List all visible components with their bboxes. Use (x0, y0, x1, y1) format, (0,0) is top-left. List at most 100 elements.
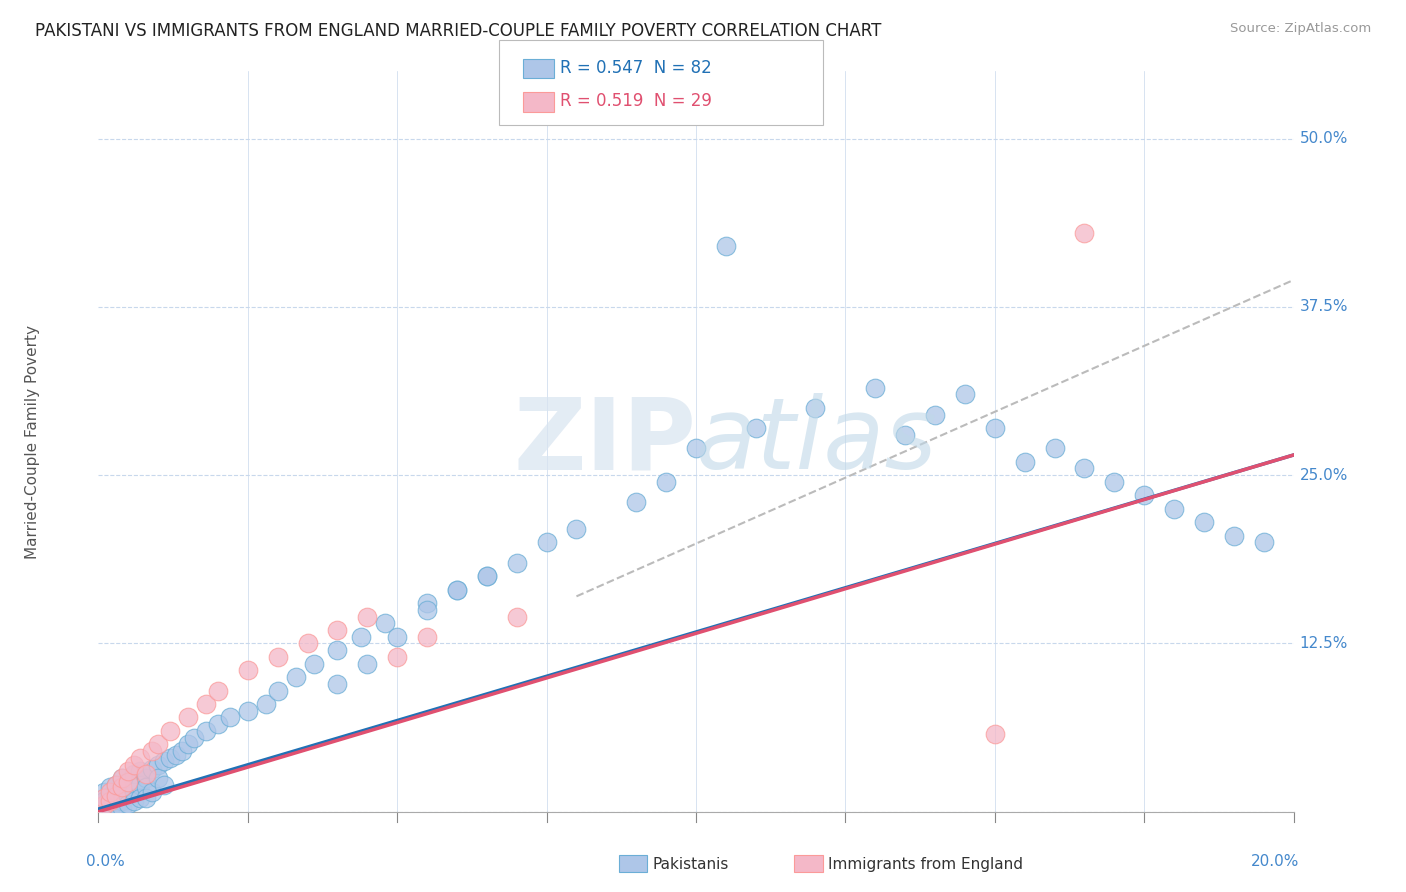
Point (124, 784, 146, 798)
Point (685, 442, 707, 456)
Point (207, 683, 229, 698)
Point (536, 535, 558, 549)
Point (124, 794, 146, 808)
Point (416, 596, 439, 610)
Point (111, 794, 134, 808)
Point (153, 778, 176, 792)
Point (236, 664, 259, 678)
Point (129, 751, 152, 765)
Point (1223, 529, 1246, 543)
Point (1073, 461, 1095, 475)
Text: PAKISTANI VS IMMIGRANTS FROM ENGLAND MARRIED-COUPLE FAMILY POVERTY CORRELATION C: PAKISTANI VS IMMIGRANTS FROM ENGLAND MAR… (35, 22, 882, 40)
Point (93, 797, 115, 812)
Point (135, 771, 157, 785)
Text: Married-Couple Family Poverty: Married-Couple Family Poverty (25, 325, 41, 558)
Point (326, 677, 349, 691)
Point (141, 744, 163, 758)
Point (984, 726, 1007, 740)
Point (236, 704, 259, 718)
Point (159, 751, 181, 765)
Point (183, 731, 205, 745)
Point (117, 797, 139, 811)
Point (984, 421, 1007, 435)
Point (284, 670, 307, 684)
Point (135, 780, 157, 795)
Point (1073, 226, 1095, 240)
Point (207, 717, 229, 731)
Text: 25.0%: 25.0% (1299, 467, 1348, 483)
Point (924, 408, 946, 422)
Point (111, 780, 134, 795)
Point (117, 789, 139, 803)
Point (1043, 442, 1066, 456)
Point (506, 609, 529, 624)
Point (1104, 475, 1126, 489)
Point (626, 495, 648, 509)
Point (98, 794, 122, 808)
Point (153, 754, 176, 768)
Point (148, 771, 170, 785)
Point (714, 239, 737, 253)
Point (1133, 488, 1156, 502)
Point (177, 710, 200, 724)
Point (446, 582, 468, 597)
Point (302, 657, 325, 671)
Point (416, 630, 439, 644)
Point (177, 738, 200, 752)
Point (655, 475, 678, 489)
Point (93, 784, 115, 798)
Point (129, 778, 152, 792)
Point (804, 401, 827, 415)
Point (93, 797, 115, 812)
Point (267, 649, 290, 664)
Point (105, 789, 128, 803)
Point (98, 800, 122, 814)
Point (195, 723, 218, 738)
Text: Source: ZipAtlas.com: Source: ZipAtlas.com (1230, 22, 1371, 36)
Point (124, 757, 146, 772)
Point (297, 636, 319, 650)
Point (117, 764, 139, 779)
Point (141, 784, 163, 798)
Point (745, 421, 768, 435)
Text: Pakistanis: Pakistanis (652, 857, 728, 871)
Point (111, 780, 134, 795)
Point (565, 522, 588, 536)
Point (93, 791, 115, 805)
Point (1014, 455, 1036, 469)
Point (953, 387, 976, 401)
Point (148, 757, 170, 772)
Text: R = 0.547  N = 82: R = 0.547 N = 82 (560, 59, 711, 77)
Point (416, 603, 439, 617)
Point (195, 697, 218, 711)
Point (356, 657, 378, 671)
Point (172, 744, 194, 758)
Point (385, 649, 409, 664)
Text: 20.0%: 20.0% (1251, 854, 1299, 869)
Point (105, 784, 128, 798)
Point (506, 556, 529, 570)
Point (159, 723, 181, 738)
Point (1192, 516, 1215, 530)
Point (129, 764, 152, 779)
Point (135, 767, 157, 781)
Point (326, 623, 349, 637)
Point (98, 780, 122, 795)
Text: Immigrants from England: Immigrants from England (828, 857, 1024, 871)
Text: 37.5%: 37.5% (1299, 300, 1348, 314)
Point (356, 609, 378, 624)
Point (865, 381, 887, 395)
Point (254, 697, 277, 711)
Point (894, 427, 917, 442)
Point (117, 775, 139, 789)
Point (1253, 535, 1275, 549)
Point (98, 795, 122, 809)
Point (124, 767, 146, 781)
Text: 12.5%: 12.5% (1299, 636, 1348, 651)
Point (135, 791, 157, 805)
Point (105, 778, 128, 792)
Point (1163, 501, 1185, 516)
Point (148, 738, 170, 752)
Point (117, 775, 139, 789)
Text: atlas: atlas (696, 393, 938, 490)
